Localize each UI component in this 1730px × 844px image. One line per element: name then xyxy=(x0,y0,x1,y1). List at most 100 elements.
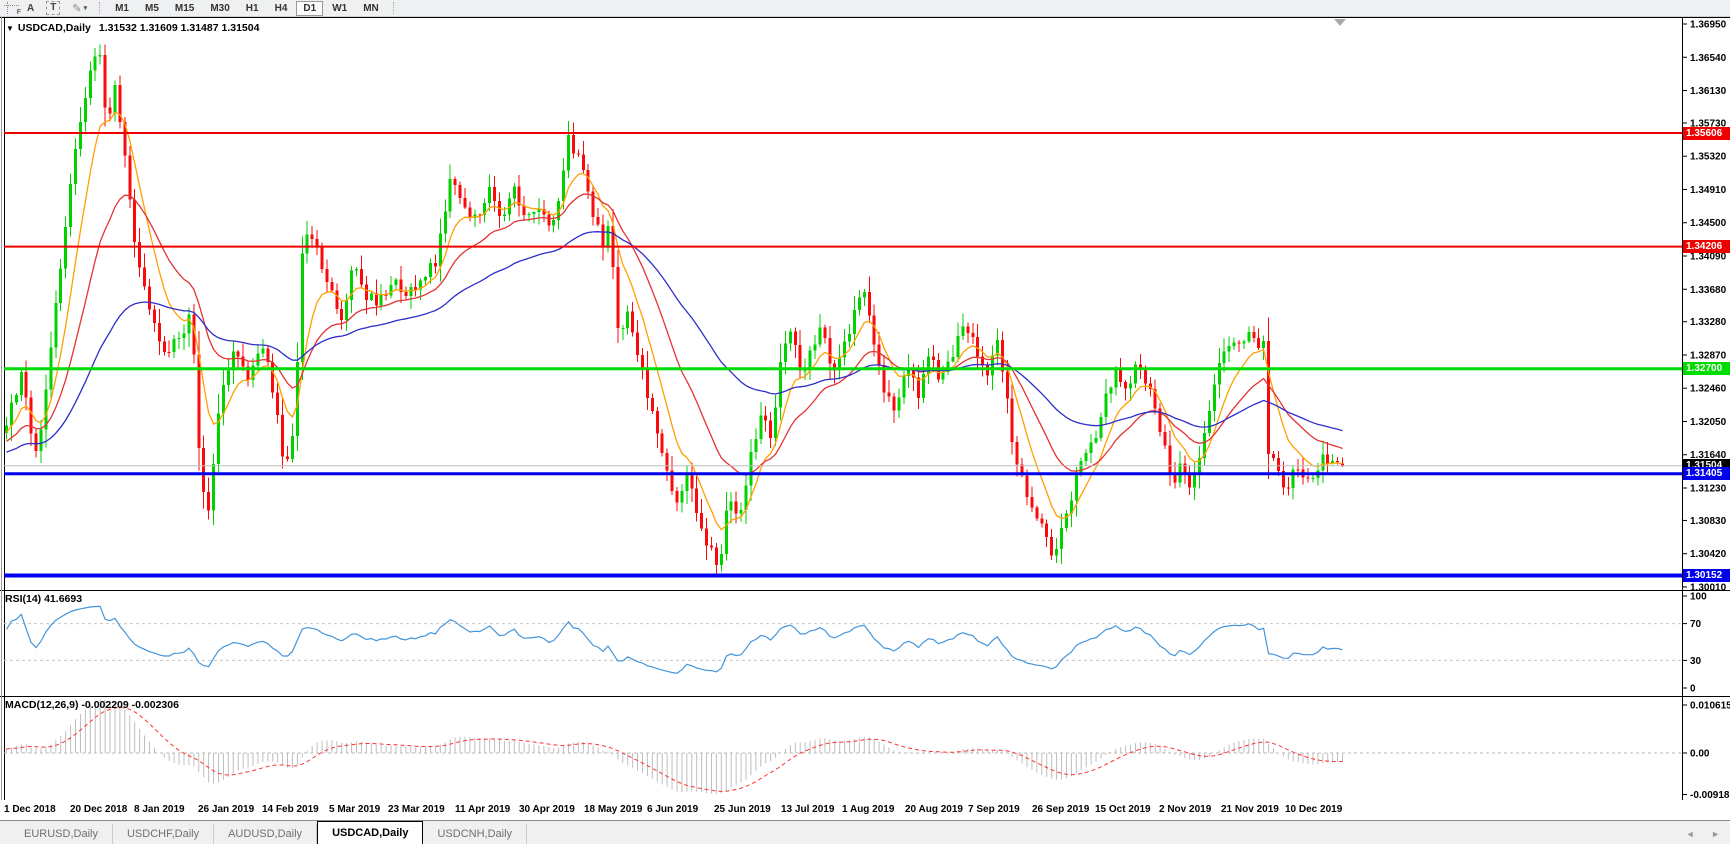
candle-body xyxy=(1188,472,1192,488)
candle-body xyxy=(542,209,546,215)
candle-body xyxy=(734,501,738,514)
timeframe-button-d1[interactable]: D1 xyxy=(296,0,324,16)
candle-body xyxy=(537,209,541,213)
price-tick-label: 1.31640 xyxy=(1690,450,1727,461)
candle-body xyxy=(286,456,290,459)
candle-body xyxy=(956,335,960,357)
timeframe-button-m15[interactable]: M15 xyxy=(168,1,201,16)
text-tool-button[interactable]: T xyxy=(41,0,65,17)
candle-body xyxy=(1321,454,1325,471)
candle-body xyxy=(833,363,837,371)
candle-body xyxy=(463,197,467,208)
candle-body xyxy=(1267,341,1271,454)
candle-body xyxy=(379,295,383,306)
candle-body xyxy=(931,356,935,360)
price-tick-label: 1.30420 xyxy=(1690,549,1727,560)
chart-shift-marker-icon[interactable] xyxy=(1334,19,1346,26)
candle-body xyxy=(74,148,78,184)
candle-body xyxy=(83,97,87,122)
chart-tabs: EURUSD,Daily USDCHF,Daily AUDUSD,Daily USDC… xyxy=(10,821,528,844)
candle-body xyxy=(527,213,531,216)
price-tick-label: 1.30010 xyxy=(1690,582,1727,593)
timeframe-button-mn[interactable]: MN xyxy=(356,1,386,16)
candle-body xyxy=(399,279,403,292)
candle-body xyxy=(290,436,294,459)
crosshair-tool-icon[interactable]: F xyxy=(4,1,21,16)
label-tool-button[interactable]: A xyxy=(27,2,35,14)
candle-body xyxy=(424,277,428,281)
timeframe-button-m1[interactable]: M1 xyxy=(108,1,136,16)
macd-signal-line xyxy=(6,706,1343,792)
tab-scroll-right-icon[interactable]: ► xyxy=(1711,829,1720,839)
candle-body xyxy=(1119,369,1123,382)
candle-body xyxy=(128,155,132,200)
candle-body xyxy=(1168,445,1172,473)
price-tick-label: 1.36950 xyxy=(1690,20,1727,31)
candle-body xyxy=(709,545,713,548)
candle-body xyxy=(1084,453,1088,461)
candle-body xyxy=(202,447,206,493)
date-axis-label: 14 Feb 2019 xyxy=(262,804,319,815)
price-tick-label: 1.32870 xyxy=(1690,350,1727,361)
candle-body xyxy=(19,372,23,396)
price-tick-label: 1.34910 xyxy=(1690,185,1727,196)
candle-body xyxy=(256,353,260,366)
tab-audusd[interactable]: AUDUSD,Daily xyxy=(214,824,318,844)
candle-body xyxy=(783,343,787,363)
tab-usdcnh[interactable]: USDCNH,Daily xyxy=(423,824,528,844)
candle-body xyxy=(640,355,644,368)
candle-body xyxy=(1237,342,1241,344)
candle-body xyxy=(1015,441,1019,465)
candle-body xyxy=(147,286,151,310)
candle-body xyxy=(705,528,709,546)
candle-body xyxy=(1183,463,1187,473)
candle-body xyxy=(961,326,965,336)
candle-body xyxy=(971,333,975,337)
candle-body xyxy=(241,356,245,367)
candle-body xyxy=(1193,475,1197,488)
tab-scroll-left-icon[interactable]: ◄ xyxy=(1685,829,1695,839)
candle-body xyxy=(552,220,556,226)
candle-body xyxy=(1252,331,1256,338)
candle-body xyxy=(54,302,58,348)
candle-body xyxy=(838,357,842,371)
candle-body xyxy=(236,351,240,357)
candle-body xyxy=(991,355,994,376)
timeframe-button-w1[interactable]: W1 xyxy=(325,1,354,16)
candle-body xyxy=(1291,469,1295,489)
timeframe-button-m30[interactable]: M30 xyxy=(203,1,236,16)
candle-body xyxy=(345,299,349,320)
drawing-tools-button[interactable]: ✎ ▾ xyxy=(67,0,92,17)
candle-body xyxy=(414,287,418,290)
date-axis-label: 11 Apr 2019 xyxy=(455,804,511,815)
timeframe-button-m5[interactable]: M5 xyxy=(138,1,166,16)
timeframe-button-h4[interactable]: H4 xyxy=(268,1,295,16)
candle-body xyxy=(34,433,38,452)
candle-body xyxy=(917,377,921,399)
candle-body xyxy=(601,224,605,247)
candle-body xyxy=(675,490,679,503)
candle-body xyxy=(843,341,847,358)
date-axis-label: 7 Sep 2019 xyxy=(968,804,1020,815)
candle-body xyxy=(1109,387,1113,394)
timeframe-button-h1[interactable]: H1 xyxy=(239,1,266,16)
candle-body xyxy=(374,293,378,306)
candle-body xyxy=(221,385,225,414)
tab-usdchf[interactable]: USDCHF,Daily xyxy=(113,824,215,844)
candle-body xyxy=(808,350,812,371)
candle-body xyxy=(1276,457,1280,472)
chart-canvas[interactable]: 1.36950 1.36540 1.36130 1.35730 1.35320 1.349… xyxy=(0,17,1730,820)
candle-body xyxy=(724,510,728,554)
candle-body xyxy=(152,309,156,324)
tab-eurusd[interactable]: EURUSD,Daily xyxy=(10,824,113,844)
crosshair-badge: F xyxy=(16,8,21,16)
candle-body xyxy=(857,297,861,310)
date-axis[interactable]: 1 Dec 2018 20 Dec 2018 8 Jan 2019 26 Jan 20… xyxy=(0,800,1730,820)
macd-tick-label: 0.00 xyxy=(1690,749,1710,760)
candle-body xyxy=(828,338,832,364)
candle-body xyxy=(1222,351,1226,363)
candle-body xyxy=(246,366,250,381)
tab-usdcad[interactable]: USDCAD,Daily xyxy=(317,821,424,844)
candle-body xyxy=(133,199,137,243)
